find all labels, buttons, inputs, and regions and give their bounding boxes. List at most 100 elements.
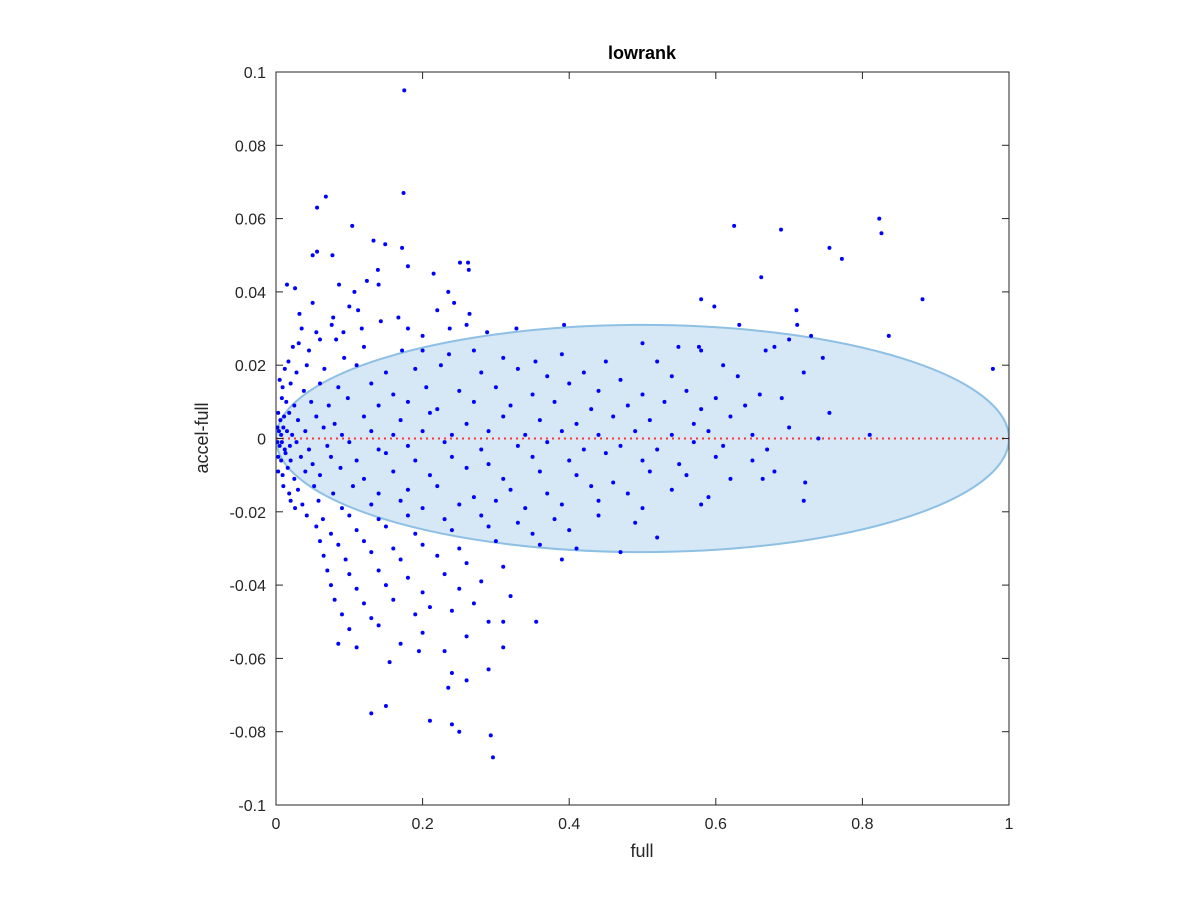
data-point [387, 660, 392, 665]
data-point [287, 491, 292, 496]
data-point [735, 374, 740, 379]
data-point [435, 308, 440, 313]
data-point [281, 484, 286, 489]
data-point [827, 245, 832, 250]
data-point [699, 502, 704, 507]
data-point [405, 487, 410, 492]
data-point [339, 432, 344, 437]
data-point [284, 399, 289, 404]
data-point [336, 542, 341, 547]
data-point [501, 414, 506, 419]
data-point [315, 205, 320, 210]
data-point [581, 370, 586, 375]
data-point [479, 447, 484, 452]
data-point [283, 451, 288, 456]
x-tick-label: 0.8 [851, 816, 873, 833]
data-point [699, 348, 704, 353]
data-point [442, 440, 447, 445]
data-point [699, 297, 704, 302]
data-point [640, 392, 645, 397]
data-point [501, 619, 506, 624]
data-point [457, 586, 462, 591]
data-point [304, 513, 309, 518]
data-point [508, 403, 513, 408]
data-point [691, 440, 696, 445]
data-point [452, 300, 457, 305]
data-point [338, 465, 343, 470]
data-point [293, 506, 298, 511]
data-point [413, 531, 418, 536]
data-point [712, 304, 717, 309]
data-point [334, 337, 339, 342]
data-point [317, 337, 322, 342]
data-point [398, 498, 403, 503]
data-point [684, 388, 689, 393]
data-point [376, 517, 381, 522]
data-point [655, 447, 660, 452]
data-point [816, 436, 821, 441]
data-point [464, 322, 469, 327]
data-point [277, 443, 282, 448]
data-point [276, 440, 280, 445]
data-point [442, 649, 447, 654]
data-point [398, 418, 403, 423]
x-axis: 0 0.2 0.4 0.6 0.8 1 [272, 72, 1014, 833]
data-point [420, 333, 425, 338]
data-point [523, 506, 528, 511]
data-point [493, 385, 498, 390]
data-point [383, 451, 388, 456]
data-point [293, 286, 298, 291]
data-point [306, 447, 311, 452]
data-point [331, 315, 336, 320]
data-point [625, 491, 630, 496]
data-point [787, 337, 792, 342]
data-point [618, 550, 623, 555]
data-point [347, 440, 352, 445]
data-point [449, 432, 454, 437]
data-point [471, 495, 476, 500]
data-point [827, 410, 832, 415]
data-point [490, 755, 495, 760]
data-point [282, 447, 287, 452]
data-point [347, 513, 352, 518]
data-point [391, 392, 396, 397]
data-point [278, 418, 283, 423]
data-point [537, 469, 542, 474]
data-point [820, 355, 825, 360]
data-point [787, 425, 792, 430]
data-point [446, 685, 451, 690]
data-point [279, 440, 284, 445]
data-point [276, 429, 281, 434]
data-point [321, 553, 326, 558]
data-point [515, 443, 520, 448]
data-point [424, 385, 429, 390]
data-point [350, 223, 355, 228]
data-point [294, 370, 299, 375]
data-point [596, 498, 601, 503]
data-point [886, 333, 891, 338]
data-point [300, 502, 305, 507]
x-tick-label: 1 [1005, 816, 1014, 833]
data-point [669, 374, 674, 379]
data-point [347, 304, 352, 309]
y-tick-label: 0.04 [235, 285, 266, 302]
data-point [879, 231, 884, 236]
data-point [361, 539, 366, 544]
data-point [464, 634, 469, 639]
data-point [625, 403, 630, 408]
data-point [530, 454, 535, 459]
data-point [530, 531, 535, 536]
data-point [361, 476, 366, 481]
data-point [352, 289, 357, 294]
data-point [391, 432, 396, 437]
data-point [640, 458, 645, 463]
data-point [655, 359, 660, 364]
data-point [684, 473, 689, 478]
data-point [337, 282, 342, 287]
data-point [279, 432, 284, 437]
data-point [288, 498, 293, 503]
data-point [464, 561, 469, 566]
data-point [361, 344, 366, 349]
data-point [322, 366, 327, 371]
data-point [341, 330, 346, 335]
